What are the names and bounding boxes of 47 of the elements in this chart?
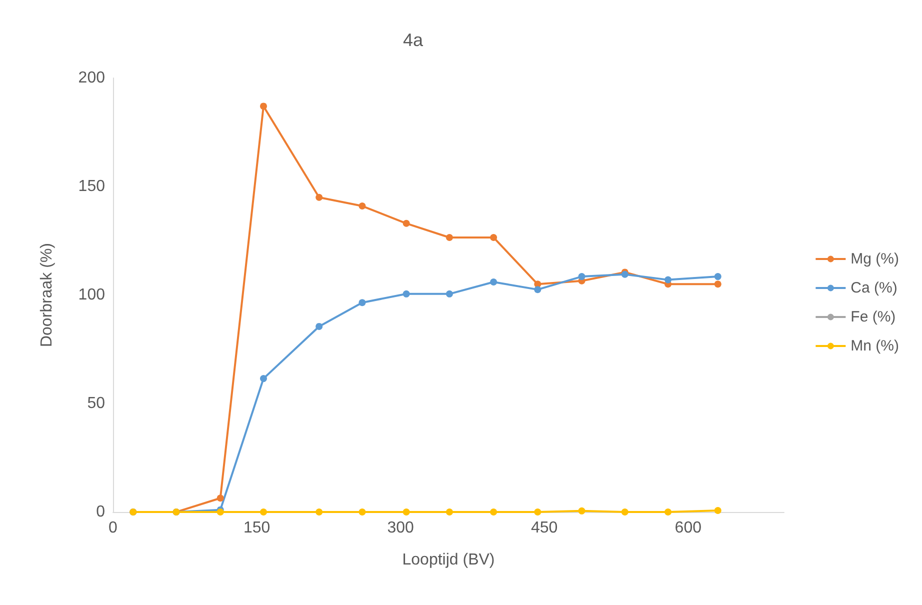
- x-tick-label: 300: [387, 520, 414, 536]
- point: [316, 508, 323, 516]
- point: [578, 507, 586, 514]
- point: [402, 220, 410, 227]
- legend-label: Ca (%): [850, 280, 898, 296]
- point: [358, 202, 366, 210]
- point: [260, 102, 267, 110]
- y-tick-label: 100: [78, 286, 106, 304]
- x-tick-label: 600: [674, 520, 702, 536]
- point: [358, 299, 366, 306]
- point: [714, 506, 722, 514]
- point: [578, 273, 586, 280]
- point: [402, 290, 410, 298]
- x-tick-label: 0: [108, 520, 118, 536]
- point: [260, 508, 267, 516]
- point: [216, 508, 224, 516]
- point: [490, 278, 498, 286]
- point: [490, 234, 498, 241]
- point: [402, 508, 410, 516]
- point: [490, 508, 498, 516]
- x-tick-label: 450: [531, 520, 558, 536]
- y-tick-label: 200: [78, 70, 106, 86]
- chart-title: 4a: [402, 30, 424, 50]
- point: [316, 322, 323, 330]
- point: [446, 290, 453, 298]
- x-axis-title: Looptijd (BV): [402, 552, 495, 568]
- y-tick-label: 50: [87, 395, 106, 412]
- point: [714, 280, 722, 288]
- legend-label: Mn (%): [850, 338, 900, 354]
- point: [534, 508, 542, 516]
- y-tick-label: 150: [78, 178, 106, 195]
- legend-label: Mg (%): [850, 250, 900, 268]
- point: [216, 494, 224, 502]
- point: [316, 194, 323, 201]
- y-axis-title: Doorbraak (%): [38, 242, 56, 348]
- point: [664, 508, 672, 516]
- point: [534, 286, 542, 294]
- point: [446, 234, 453, 241]
- point: [260, 375, 267, 382]
- legend-label: Fe (%): [850, 308, 896, 326]
- point: [446, 508, 453, 516]
- point: [358, 508, 366, 516]
- y-tick-label: 0: [96, 504, 106, 520]
- x-tick-label: 150: [243, 520, 270, 536]
- point: [664, 276, 672, 284]
- point: [621, 508, 628, 516]
- point: [714, 273, 722, 280]
